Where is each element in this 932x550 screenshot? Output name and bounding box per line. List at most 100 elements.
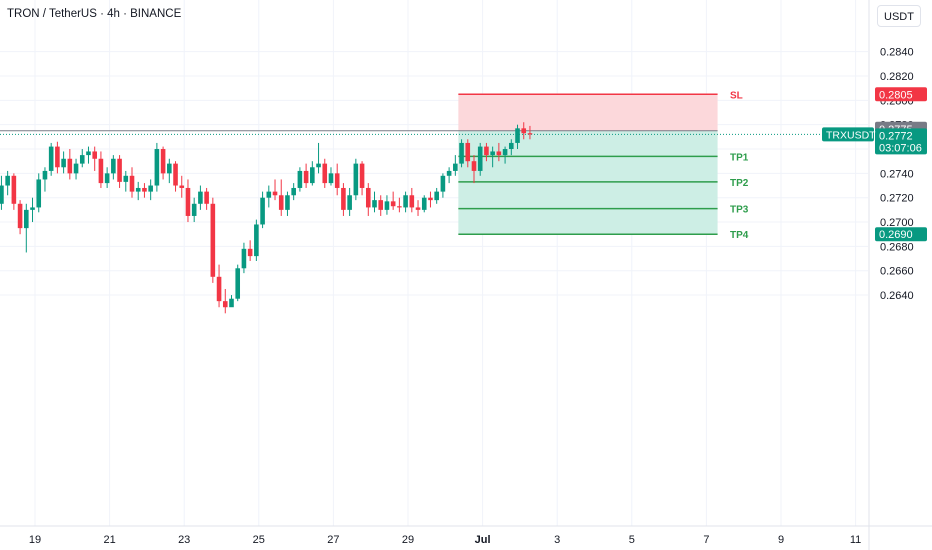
candle-body xyxy=(185,187,191,216)
candle xyxy=(496,142,502,162)
candle-body xyxy=(515,128,520,143)
candle xyxy=(42,167,48,192)
candle xyxy=(36,173,42,213)
candle xyxy=(247,240,253,261)
candle-body xyxy=(229,298,234,308)
price-axis[interactable]: 0.2640 0.2660 0.2680 0.2700 0.2720 0.2740 0.27… xyxy=(880,47,914,302)
candle-body xyxy=(384,201,390,210)
candle-body xyxy=(397,206,402,208)
candle-body xyxy=(334,173,340,188)
candle-body xyxy=(204,191,209,204)
candle xyxy=(216,264,222,308)
candle xyxy=(235,264,241,302)
candle-body xyxy=(160,149,166,174)
candle xyxy=(353,158,359,201)
candle xyxy=(421,195,427,213)
candle xyxy=(229,295,234,308)
candle-body xyxy=(154,149,160,186)
candle xyxy=(465,139,471,168)
candle-body xyxy=(278,195,284,210)
x-tick-label: 23 xyxy=(178,534,190,546)
candle xyxy=(403,191,408,213)
candle xyxy=(378,195,384,216)
candle-body xyxy=(123,175,129,182)
candle-body xyxy=(173,163,178,186)
candle xyxy=(297,167,303,192)
candle-body xyxy=(167,163,172,174)
candle xyxy=(285,191,290,216)
candle-body xyxy=(365,187,371,208)
candle-body xyxy=(459,142,464,164)
candle xyxy=(266,185,272,208)
candle xyxy=(111,155,116,180)
grid xyxy=(0,0,868,526)
candle-body xyxy=(11,175,17,204)
candle xyxy=(278,179,284,216)
x-tick-label: 11 xyxy=(850,534,861,546)
time-axis[interactable]: 19 21 23 25 27 29 Jul 3 5 7 9 11 xyxy=(29,534,861,546)
take-profit-label: TP4 xyxy=(730,230,749,241)
candle xyxy=(459,139,464,168)
candle-body xyxy=(241,248,247,269)
candle-body xyxy=(409,195,415,208)
candle-body xyxy=(353,163,359,196)
candle-body xyxy=(86,151,91,156)
candle-body xyxy=(260,197,265,225)
candle xyxy=(48,142,54,176)
candle xyxy=(92,146,97,171)
candle-body xyxy=(135,187,141,192)
candle-body xyxy=(30,207,35,210)
candle-body xyxy=(502,149,508,156)
candle xyxy=(359,161,365,196)
candle xyxy=(384,195,390,215)
candle xyxy=(179,175,185,198)
candle xyxy=(173,161,178,192)
candle-body xyxy=(198,191,203,204)
candle-body xyxy=(36,179,42,208)
candle xyxy=(490,146,495,168)
candle-body xyxy=(303,170,309,184)
candle-body xyxy=(210,203,216,277)
candle-body xyxy=(129,175,135,192)
candle xyxy=(484,142,489,162)
candle-body xyxy=(378,200,384,210)
candle-body xyxy=(415,207,421,210)
candle xyxy=(191,197,197,223)
candle xyxy=(515,124,520,150)
candle xyxy=(310,161,315,186)
candles xyxy=(0,122,533,314)
candle-body xyxy=(235,268,241,299)
candle xyxy=(79,149,85,168)
candle-body xyxy=(359,163,365,188)
candle-body xyxy=(291,187,296,196)
candle-body xyxy=(434,191,439,201)
candle xyxy=(471,155,477,184)
position-zones[interactable] xyxy=(458,93,718,235)
symbol-tag: TRXUSDT xyxy=(822,127,876,142)
candle-body xyxy=(222,301,228,308)
candle xyxy=(502,146,508,164)
candle xyxy=(347,187,352,216)
candle xyxy=(477,142,483,176)
candle-body xyxy=(42,170,48,180)
currency-button[interactable]: USDT xyxy=(877,5,921,27)
candle-body xyxy=(390,201,396,207)
candle xyxy=(372,191,377,213)
y-tick-label: 0.2720 xyxy=(880,193,914,205)
candle-body xyxy=(179,185,185,188)
candle xyxy=(508,139,514,156)
chart-title: TRON / TetherUS · 4h · BINANCE xyxy=(7,8,182,20)
candle-body xyxy=(453,163,458,171)
candle-body xyxy=(98,158,104,184)
candle xyxy=(241,242,247,274)
candle-body xyxy=(247,248,253,257)
target-price-tag: 0.2690 xyxy=(875,227,927,242)
candle-body xyxy=(521,128,527,134)
stop-loss-zone[interactable] xyxy=(458,94,718,131)
y-tick-label: 0.2840 xyxy=(880,47,914,59)
candle-body xyxy=(297,170,303,188)
